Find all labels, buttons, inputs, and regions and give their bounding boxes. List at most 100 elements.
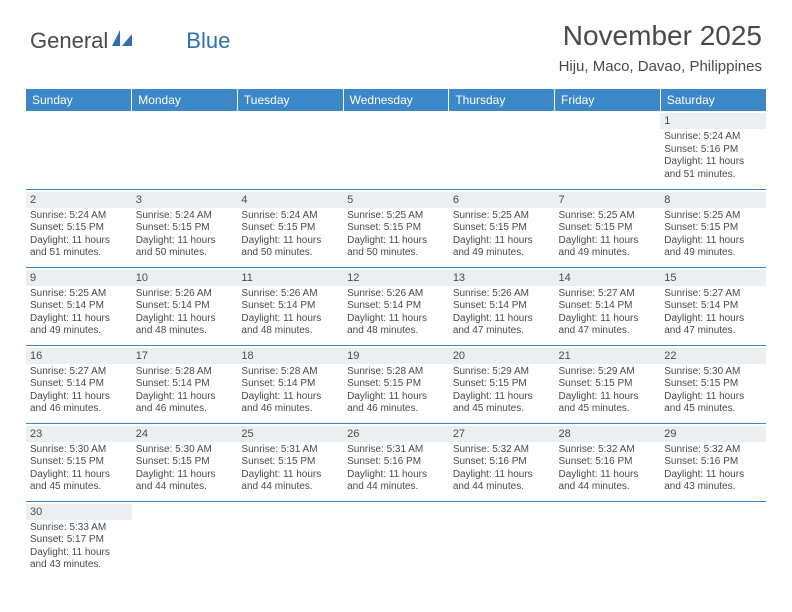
day-details: Sunrise: 5:25 AMSunset: 5:14 PMDaylight:… — [30, 288, 128, 338]
day-details: Sunrise: 5:30 AMSunset: 5:15 PMDaylight:… — [30, 444, 128, 494]
day-number: 25 — [237, 426, 343, 442]
day-number: 11 — [237, 270, 343, 286]
calendar-empty — [449, 501, 555, 579]
calendar-empty — [660, 501, 766, 579]
calendar-day: 25 Sunrise: 5:31 AMSunset: 5:15 PMDayligh… — [237, 423, 343, 501]
day-number: 1 — [660, 113, 766, 129]
day-number: 21 — [555, 348, 661, 364]
location-text: Hiju, Maco, Davao, Philippines — [559, 58, 762, 75]
calendar-empty — [237, 501, 343, 579]
calendar-empty — [132, 111, 238, 189]
calendar-week: 16 Sunrise: 5:27 AMSunset: 5:14 PMDayligh… — [26, 345, 766, 423]
day-details: Sunrise: 5:25 AMSunset: 5:15 PMDaylight:… — [347, 210, 445, 260]
day-number: 22 — [660, 348, 766, 364]
calendar-day: 12Sunrise: 5:26 AMSunset: 5:14 PMDayligh… — [343, 267, 449, 345]
day-details: Sunrise: 5:28 AMSunset: 5:15 PMDaylight:… — [347, 366, 445, 416]
day-header-tuesday: Tuesday — [237, 89, 343, 111]
day-header-wednesday: Wednesday — [343, 89, 449, 111]
calendar-week: 9 Sunrise: 5:25 AMSunset: 5:14 PMDaylight… — [26, 267, 766, 345]
day-details: Sunrise: 5:31 AMSunset: 5:15 PMDaylight:… — [241, 444, 339, 494]
day-details: Sunrise: 5:24 AMSunset: 5:15 PMDaylight:… — [30, 210, 128, 260]
calendar-day: 9 Sunrise: 5:25 AMSunset: 5:14 PMDaylight… — [26, 267, 132, 345]
day-number: 7 — [555, 192, 661, 208]
day-details: Sunrise: 5:28 AMSunset: 5:14 PMDaylight:… — [136, 366, 234, 416]
day-number: 24 — [132, 426, 238, 442]
day-details: Sunrise: 5:29 AMSunset: 5:15 PMDaylight:… — [559, 366, 657, 416]
calendar-day: 13 Sunrise: 5:26 AMSunset: 5:14 PMDayligh… — [449, 267, 555, 345]
day-number: 2 — [26, 192, 132, 208]
day-number: 29 — [660, 426, 766, 442]
day-details: Sunrise: 5:26 AMSunset: 5:14 PMDaylight:… — [453, 288, 551, 338]
calendar-day: 3Sunrise: 5:24 AMSunset: 5:15 PMDaylight… — [132, 189, 238, 267]
day-header-monday: Monday — [132, 89, 238, 111]
calendar-day: 28Sunrise: 5:32 AMSunset: 5:16 PMDayligh… — [555, 423, 661, 501]
day-header-sunday: Sunday — [26, 89, 132, 111]
day-details: Sunrise: 5:24 AMSunset: 5:15 PMDaylight:… — [241, 210, 339, 260]
calendar-week: 1Sunrise: 5:24 AMSunset: 5:16 PMDaylight… — [26, 111, 766, 189]
day-number: 9 — [26, 270, 132, 286]
calendar-day: 21 Sunrise: 5:29 AMSunset: 5:15 PMDayligh… — [555, 345, 661, 423]
calendar-empty — [449, 111, 555, 189]
calendar-empty — [343, 501, 449, 579]
calendar-day: 23 Sunrise: 5:30 AMSunset: 5:15 PMDayligh… — [26, 423, 132, 501]
day-number: 16 — [26, 348, 132, 364]
day-details: Sunrise: 5:33 AMSunset: 5:17 PMDaylight:… — [30, 522, 128, 572]
logo-text-1: General — [30, 28, 108, 54]
calendar-day: 15 Sunrise: 5:27 AMSunset: 5:14 PMDayligh… — [660, 267, 766, 345]
day-details: Sunrise: 5:29 AMSunset: 5:15 PMDaylight:… — [453, 366, 551, 416]
day-number: 3 — [132, 192, 238, 208]
calendar-day: 17Sunrise: 5:28 AMSunset: 5:14 PMDayligh… — [132, 345, 238, 423]
calendar-day: 22Sunrise: 5:30 AMSunset: 5:15 PMDayligh… — [660, 345, 766, 423]
page-header: General Blue November 2025 Hiju, Maco, Da… — [0, 0, 792, 83]
day-details: Sunrise: 5:27 AMSunset: 5:14 PMDaylight:… — [664, 288, 762, 338]
calendar-day: 5 Sunrise: 5:25 AMSunset: 5:15 PMDaylight… — [343, 189, 449, 267]
day-number: 5 — [343, 192, 449, 208]
calendar-empty — [343, 111, 449, 189]
calendar-empty — [132, 501, 238, 579]
day-number: 6 — [449, 192, 555, 208]
day-number: 23 — [26, 426, 132, 442]
day-number: 28 — [555, 426, 661, 442]
logo: General Blue — [30, 20, 230, 54]
day-number: 26 — [343, 426, 449, 442]
calendar-empty — [555, 111, 661, 189]
month-title: November 2025 — [559, 20, 762, 52]
day-number: 14 — [555, 270, 661, 286]
day-number: 30 — [26, 504, 132, 520]
logo-sails-icon — [110, 28, 136, 54]
calendar-day: 27Sunrise: 5:32 AMSunset: 5:16 PMDayligh… — [449, 423, 555, 501]
day-details: Sunrise: 5:30 AMSunset: 5:15 PMDaylight:… — [136, 444, 234, 494]
calendar-day: 2 Sunrise: 5:24 AMSunset: 5:15 PMDaylight… — [26, 189, 132, 267]
calendar-day: 18Sunrise: 5:28 AMSunset: 5:14 PMDayligh… — [237, 345, 343, 423]
day-details: Sunrise: 5:28 AMSunset: 5:14 PMDaylight:… — [241, 366, 339, 416]
calendar-day: 8Sunrise: 5:25 AMSunset: 5:15 PMDaylight… — [660, 189, 766, 267]
day-header-saturday: Saturday — [660, 89, 766, 111]
day-number: 15 — [660, 270, 766, 286]
calendar-day: 30 Sunrise: 5:33 AMSunset: 5:17 PMDayligh… — [26, 501, 132, 579]
day-details: Sunrise: 5:27 AMSunset: 5:14 PMDaylight:… — [559, 288, 657, 338]
day-details: Sunrise: 5:25 AMSunset: 5:15 PMDaylight:… — [559, 210, 657, 260]
calendar-day: 24 Sunrise: 5:30 AMSunset: 5:15 PMDayligh… — [132, 423, 238, 501]
calendar-day: 26 Sunrise: 5:31 AMSunset: 5:16 PMDayligh… — [343, 423, 449, 501]
day-details: Sunrise: 5:26 AMSunset: 5:14 PMDaylight:… — [241, 288, 339, 338]
calendar-empty — [237, 111, 343, 189]
day-details: Sunrise: 5:25 AMSunset: 5:15 PMDaylight:… — [453, 210, 551, 260]
calendar-week: 30 Sunrise: 5:33 AMSunset: 5:17 PMDayligh… — [26, 501, 766, 579]
day-details: Sunrise: 5:26 AMSunset: 5:14 PMDaylight:… — [347, 288, 445, 338]
calendar-day: 1Sunrise: 5:24 AMSunset: 5:16 PMDaylight… — [660, 111, 766, 189]
day-details: Sunrise: 5:31 AMSunset: 5:16 PMDaylight:… — [347, 444, 445, 494]
calendar-head: SundayMondayTuesdayWednesdayThursdayFrid… — [26, 89, 766, 111]
logo-text-2: Blue — [186, 28, 230, 54]
day-header-thursday: Thursday — [449, 89, 555, 111]
day-number: 10 — [132, 270, 238, 286]
day-number: 20 — [449, 348, 555, 364]
calendar-day: 7 Sunrise: 5:25 AMSunset: 5:15 PMDaylight… — [555, 189, 661, 267]
calendar-day: 10Sunrise: 5:26 AMSunset: 5:14 PMDayligh… — [132, 267, 238, 345]
day-number: 27 — [449, 426, 555, 442]
day-details: Sunrise: 5:32 AMSunset: 5:16 PMDaylight:… — [664, 444, 762, 494]
day-number: 13 — [449, 270, 555, 286]
day-header-friday: Friday — [555, 89, 661, 111]
calendar-table: SundayMondayTuesdayWednesdayThursdayFrid… — [26, 89, 766, 579]
day-number: 19 — [343, 348, 449, 364]
day-details: Sunrise: 5:27 AMSunset: 5:14 PMDaylight:… — [30, 366, 128, 416]
